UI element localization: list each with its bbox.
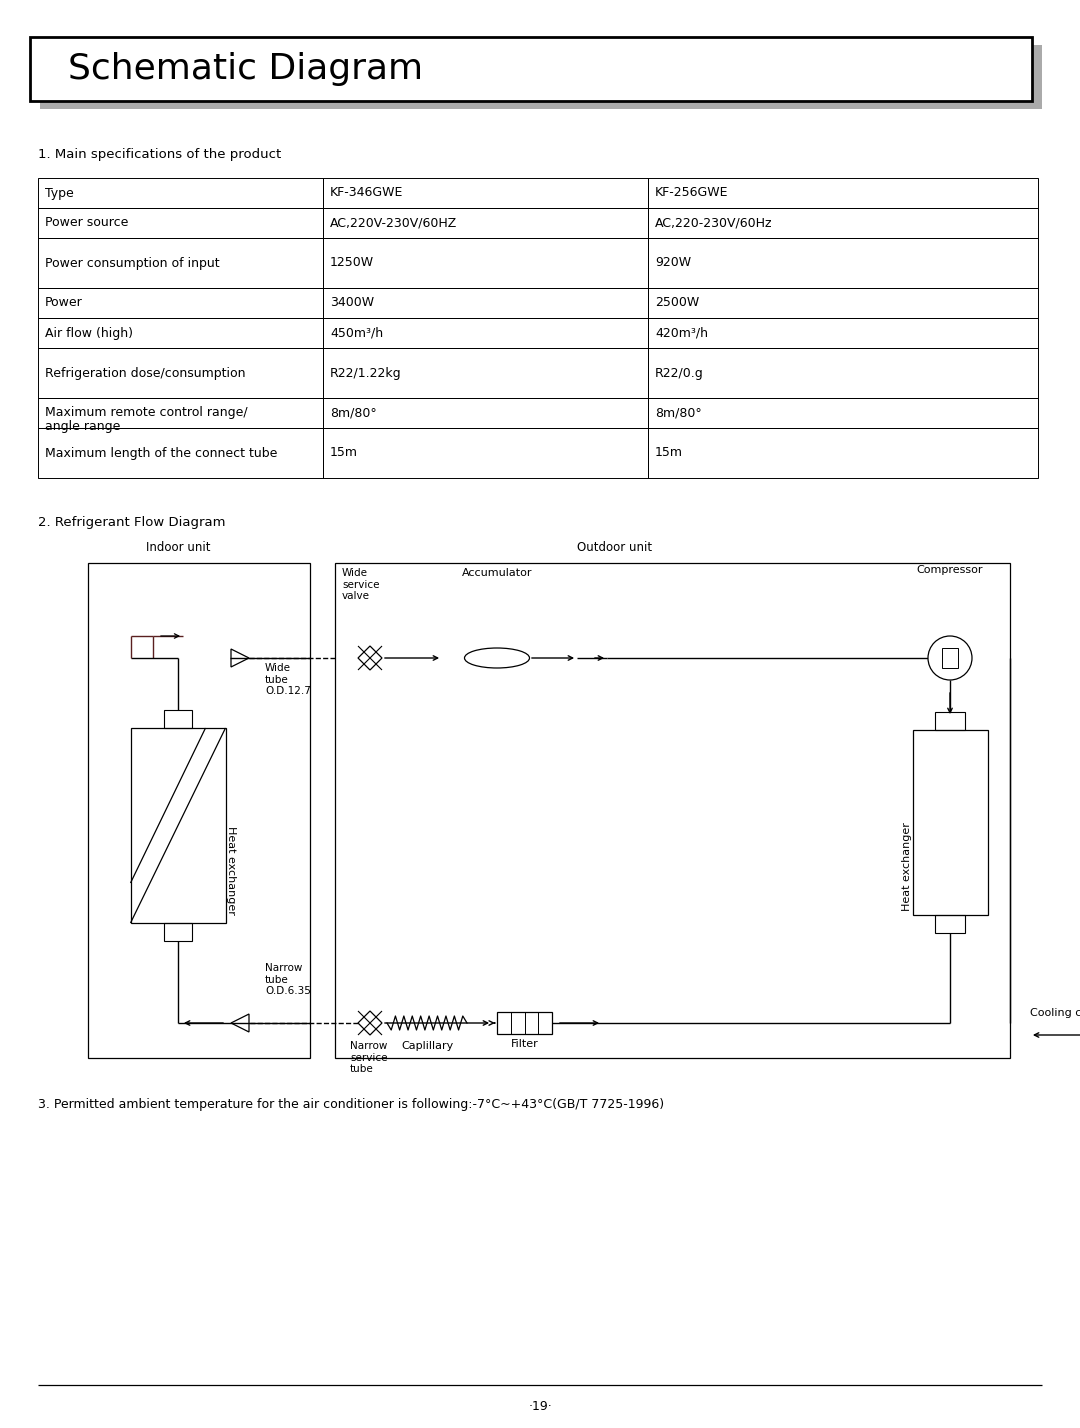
Bar (648, 208, 1038, 238)
Text: Air flow (high): Air flow (high) (45, 327, 133, 340)
Text: Compressor: Compressor (917, 565, 983, 575)
Bar (935, 915, 966, 932)
Text: Power consumption of input: Power consumption of input (45, 257, 219, 270)
Bar (38, 398, 323, 428)
Bar (38, 348, 323, 398)
Text: 420m³/h: 420m³/h (654, 327, 708, 340)
Text: 8m/80°: 8m/80° (330, 407, 377, 420)
Bar (38, 238, 323, 288)
Text: Wide
service
valve: Wide service valve (342, 568, 379, 601)
Bar (942, 648, 958, 668)
Text: Power source: Power source (45, 217, 129, 230)
Text: Maximum remote control range/: Maximum remote control range/ (45, 406, 247, 418)
Bar (30, 37, 1032, 101)
Text: Accumulator: Accumulator (462, 568, 532, 578)
Bar (935, 713, 966, 730)
Text: 2. Refrigerant Flow Diagram: 2. Refrigerant Flow Diagram (38, 516, 226, 528)
Text: Narrow
service
tube: Narrow service tube (350, 1041, 388, 1074)
Circle shape (928, 635, 972, 680)
Text: 8m/80°: 8m/80° (654, 407, 702, 420)
Bar (40, 46, 1042, 109)
Text: 3. Permitted ambient temperature for the air conditioner is following:-7°C~+43°C: 3. Permitted ambient temperature for the… (38, 1098, 664, 1111)
Text: 1250W: 1250W (330, 257, 374, 270)
Text: 2500W: 2500W (654, 297, 699, 310)
Text: KF-256GWE: KF-256GWE (654, 187, 729, 200)
Bar (38, 288, 323, 318)
Bar (323, 178, 648, 208)
Text: R22/0.g: R22/0.g (654, 367, 704, 380)
Polygon shape (357, 645, 382, 670)
Text: Heat exchanger: Heat exchanger (226, 825, 235, 914)
Text: Filter: Filter (511, 1040, 538, 1050)
Bar (648, 178, 1038, 208)
Text: Narrow
tube
O.D.6.35: Narrow tube O.D.6.35 (265, 962, 311, 997)
Text: Power: Power (45, 297, 83, 310)
Bar (497, 1012, 552, 1034)
Bar (323, 208, 648, 238)
Bar (38, 178, 323, 208)
Bar (648, 398, 1038, 428)
Text: Wide
tube
O.D.12.7: Wide tube O.D.12.7 (265, 663, 311, 697)
Text: Cooling cycle: Cooling cycle (1030, 1008, 1080, 1018)
Bar (38, 318, 323, 348)
Ellipse shape (464, 648, 529, 668)
Text: Type: Type (45, 187, 73, 200)
Bar (131, 728, 226, 922)
Text: Schematic Diagram: Schematic Diagram (68, 51, 423, 86)
Bar (38, 208, 323, 238)
Bar (648, 348, 1038, 398)
Bar (323, 318, 648, 348)
Bar (648, 238, 1038, 288)
Text: 15m: 15m (330, 447, 357, 460)
Text: AC,220V-230V/60HZ: AC,220V-230V/60HZ (330, 217, 457, 230)
Bar (164, 922, 192, 941)
Bar (164, 710, 192, 728)
Polygon shape (357, 1011, 382, 1035)
Bar (323, 398, 648, 428)
Bar (323, 428, 648, 478)
Text: Outdoor unit: Outdoor unit (578, 541, 652, 554)
Text: 1. Main specifications of the product: 1. Main specifications of the product (38, 149, 281, 161)
Text: AC,220-230V/60Hz: AC,220-230V/60Hz (654, 217, 772, 230)
Text: R22/1.22kg: R22/1.22kg (330, 367, 402, 380)
Text: 450m³/h: 450m³/h (330, 327, 383, 340)
Bar (335, 563, 1010, 1058)
Text: 15m: 15m (654, 447, 683, 460)
Bar (323, 348, 648, 398)
Text: ·19·: ·19· (528, 1399, 552, 1412)
Bar (323, 238, 648, 288)
Text: KF-346GWE: KF-346GWE (330, 187, 403, 200)
Text: Maximum length of the connect tube: Maximum length of the connect tube (45, 447, 278, 460)
Bar (323, 288, 648, 318)
Text: Indoor unit: Indoor unit (146, 541, 211, 554)
Bar (648, 318, 1038, 348)
Bar (87, 563, 310, 1058)
Text: 920W: 920W (654, 257, 691, 270)
Text: 3400W: 3400W (330, 297, 374, 310)
Text: angle range: angle range (45, 420, 120, 433)
Bar (38, 428, 323, 478)
Bar (648, 428, 1038, 478)
Bar (648, 288, 1038, 318)
Text: Refrigeration dose/consumption: Refrigeration dose/consumption (45, 367, 245, 380)
Text: Caplillary: Caplillary (401, 1041, 454, 1051)
Bar (913, 730, 987, 915)
Text: Heat exchanger: Heat exchanger (903, 823, 913, 911)
